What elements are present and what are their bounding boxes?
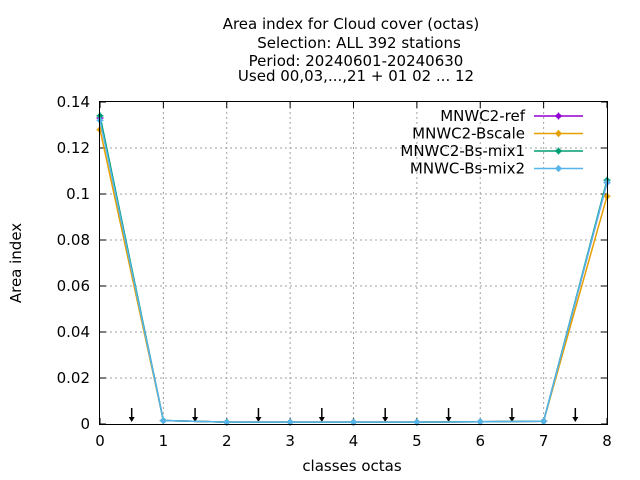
data-point xyxy=(159,417,167,425)
x-tick-label: 5 xyxy=(412,432,422,450)
data-point xyxy=(540,417,548,425)
x-tick-label: 0 xyxy=(95,432,105,450)
x-tick-label: 3 xyxy=(285,432,295,450)
legend-item-2: MNWC2-Bs-mix1 xyxy=(400,142,583,160)
x-tick-label: 4 xyxy=(349,432,359,450)
series-1 xyxy=(96,126,611,426)
class-boundary-arrow xyxy=(255,408,262,422)
data-point xyxy=(555,147,562,155)
y-axis: 0 0.02 0.04 0.06 0.08 0.1 0.12 0.14 xyxy=(57,93,607,433)
y-tick-label: 0.02 xyxy=(57,369,90,387)
legend-item-1: MNWC2-Bscale xyxy=(412,125,583,143)
legend-item-0: MNWC2-ref xyxy=(440,107,583,125)
x-tick-label: 1 xyxy=(159,432,169,450)
plot-frame xyxy=(99,101,608,425)
y-tick-label: 0.08 xyxy=(57,231,90,249)
class-boundary-arrow xyxy=(192,408,199,422)
grid xyxy=(100,102,607,424)
series-0 xyxy=(96,114,611,426)
data-point xyxy=(223,418,231,426)
class-boundary-arrow xyxy=(318,408,325,422)
legend-label: MNWC2-Bscale xyxy=(412,125,525,143)
chart-title: Area index for Cloud cover (octas) Selec… xyxy=(223,15,480,85)
title-line-1: Area index for Cloud cover (octas) xyxy=(223,15,480,33)
legend-item-3: MNWC-Bs-mix2 xyxy=(410,160,583,178)
class-boundary-arrow xyxy=(382,408,389,422)
class-boundary-arrow xyxy=(445,408,452,422)
y-tick-label: 0.1 xyxy=(66,185,90,203)
class-boundary-arrow xyxy=(572,408,579,422)
y-axis-label: Area index xyxy=(7,223,25,303)
x-tick-label: 6 xyxy=(475,432,485,450)
series-group xyxy=(96,112,611,426)
class-boundary-arrow xyxy=(508,408,515,422)
y-tick-label: 0.12 xyxy=(57,139,90,157)
data-point xyxy=(555,112,562,120)
x-axis-label: classes octas xyxy=(302,457,402,475)
data-point xyxy=(555,165,562,172)
legend-label: MNWC-Bs-mix2 xyxy=(410,160,525,178)
y-tick-label: 0.04 xyxy=(57,323,90,341)
y-tick-label: 0.14 xyxy=(57,93,90,111)
x-tick-label: 7 xyxy=(539,432,549,450)
title-line-2: Selection: ALL 392 stations xyxy=(257,34,461,52)
arrow-markers xyxy=(128,408,579,422)
x-tick-label: 8 xyxy=(602,432,612,450)
legend-label: MNWC2-ref xyxy=(440,107,525,125)
title-line-4: Used 00,03,...,21 + 01 02 ... 12 xyxy=(238,67,474,85)
y-tick-label: 0.06 xyxy=(57,277,90,295)
title-line-3: Period: 20240601-20240630 xyxy=(249,52,464,70)
data-point xyxy=(555,130,562,137)
legend-label: MNWC2-Bs-mix1 xyxy=(400,142,525,160)
class-boundary-arrow xyxy=(128,408,135,422)
legend: MNWC2-refMNWC2-BscaleMNWC2-Bs-mix1MNWC-B… xyxy=(400,107,583,178)
y-tick-label: 0 xyxy=(80,415,90,433)
series-line xyxy=(99,120,608,423)
x-tick-label: 2 xyxy=(222,432,232,450)
